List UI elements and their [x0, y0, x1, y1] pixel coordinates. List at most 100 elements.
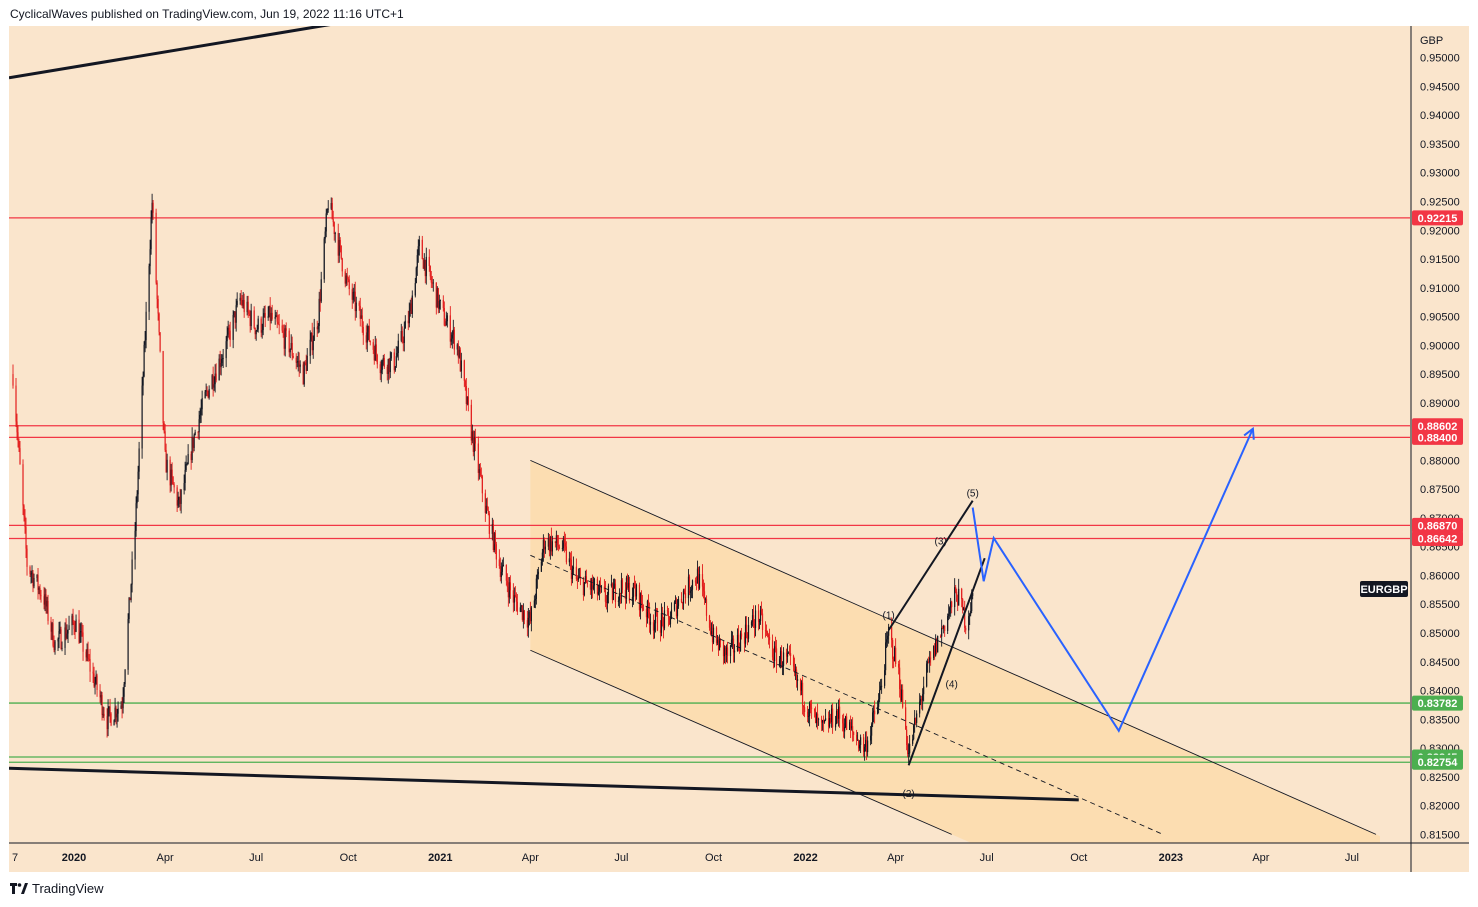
candle-body: [717, 640, 720, 651]
candle-body: [666, 610, 669, 612]
candle-body: [108, 706, 110, 709]
candle-body: [414, 283, 416, 296]
candle-body: [107, 708, 109, 730]
candle-body: [870, 735, 872, 741]
candle-body: [793, 666, 796, 673]
candle-body: [705, 598, 708, 616]
candle-body: [710, 631, 713, 635]
candle-body: [648, 612, 651, 625]
candle-body: [411, 295, 413, 314]
candle-body: [859, 744, 861, 749]
symbol-label: EURGBP: [1360, 584, 1407, 596]
candle-body: [54, 641, 56, 651]
x-tick-label-2: Apr: [157, 852, 174, 864]
candle-body: [901, 689, 903, 701]
candle-body: [465, 386, 467, 404]
candle-body: [914, 717, 916, 726]
candle-body: [645, 609, 648, 618]
candle-body: [222, 358, 224, 359]
candle-body: [624, 589, 627, 600]
candle-body: [730, 639, 733, 646]
candle-body: [673, 602, 676, 610]
candle-body: [866, 739, 868, 753]
candle-body: [607, 585, 610, 595]
y-tick-label-27: 0.95000: [1420, 53, 1460, 65]
candle-body: [611, 583, 614, 600]
candle-body: [656, 612, 659, 631]
candle-body: [933, 646, 935, 658]
candle-body: [865, 739, 867, 748]
candle-body: [141, 385, 143, 449]
candle-body: [309, 339, 311, 356]
x-tick-label-10: Apr: [887, 852, 904, 864]
candle-body: [162, 351, 164, 423]
candle-body: [144, 340, 146, 345]
candle-body: [860, 737, 862, 745]
candle-body: [79, 632, 81, 643]
candle-body: [824, 718, 827, 721]
candle-body: [733, 650, 736, 653]
candle-body: [929, 657, 931, 663]
candle-body: [829, 718, 832, 723]
candle-body: [39, 587, 41, 596]
candle-body: [881, 685, 883, 687]
candle-body: [124, 669, 126, 685]
candle-body: [449, 315, 451, 342]
candle-body: [498, 559, 500, 567]
candle-body: [834, 723, 837, 728]
candle-body: [831, 708, 834, 728]
candle-body: [246, 301, 248, 313]
candle-body: [660, 612, 663, 633]
candle-body: [318, 298, 320, 327]
x-tick-label-13: 2023: [1159, 852, 1183, 864]
candle-body: [66, 633, 68, 638]
tradingview-logo-icon: [10, 882, 28, 895]
candle-body: [121, 705, 123, 709]
candle-body: [319, 298, 321, 302]
candle-body: [879, 689, 881, 700]
candle-body: [74, 629, 76, 632]
candle-body: [87, 649, 89, 659]
price-tag-5: [1412, 695, 1463, 711]
candle-body: [239, 297, 241, 301]
candle-body: [394, 366, 396, 371]
candle-body: [254, 327, 256, 335]
candle-body: [33, 577, 35, 587]
candle-body: [807, 716, 810, 717]
candle-body: [801, 682, 804, 706]
candle-body: [316, 327, 318, 330]
candle-body: [593, 578, 596, 586]
candle-body: [60, 629, 62, 649]
candle-body: [19, 448, 21, 465]
candle-body: [621, 580, 624, 590]
candle-body: [506, 580, 508, 588]
candle-body: [562, 538, 564, 549]
candle-body: [387, 359, 389, 374]
candle-body: [439, 299, 441, 302]
candle-body: [115, 707, 117, 718]
candle-body: [106, 716, 108, 730]
candle-body: [724, 647, 727, 655]
candle-body: [278, 324, 280, 326]
candle-body: [744, 624, 747, 644]
candle-body: [432, 282, 434, 284]
candle-body: [767, 634, 770, 638]
candle-body: [794, 669, 797, 673]
candle-body: [886, 639, 888, 643]
candle-body: [24, 516, 26, 528]
candle-body: [100, 695, 102, 698]
candle-body: [516, 601, 518, 612]
candle-body: [422, 259, 424, 269]
candle-body: [137, 471, 139, 495]
candle-body: [631, 597, 634, 602]
candle-body: [240, 297, 242, 301]
candle-body: [276, 315, 278, 322]
candle-body: [600, 586, 603, 588]
candle-body: [64, 627, 66, 648]
candle-body: [145, 311, 147, 341]
candle-body: [550, 537, 552, 552]
candle-body: [369, 341, 371, 343]
candle-body: [927, 661, 929, 664]
candle-body: [415, 267, 417, 284]
